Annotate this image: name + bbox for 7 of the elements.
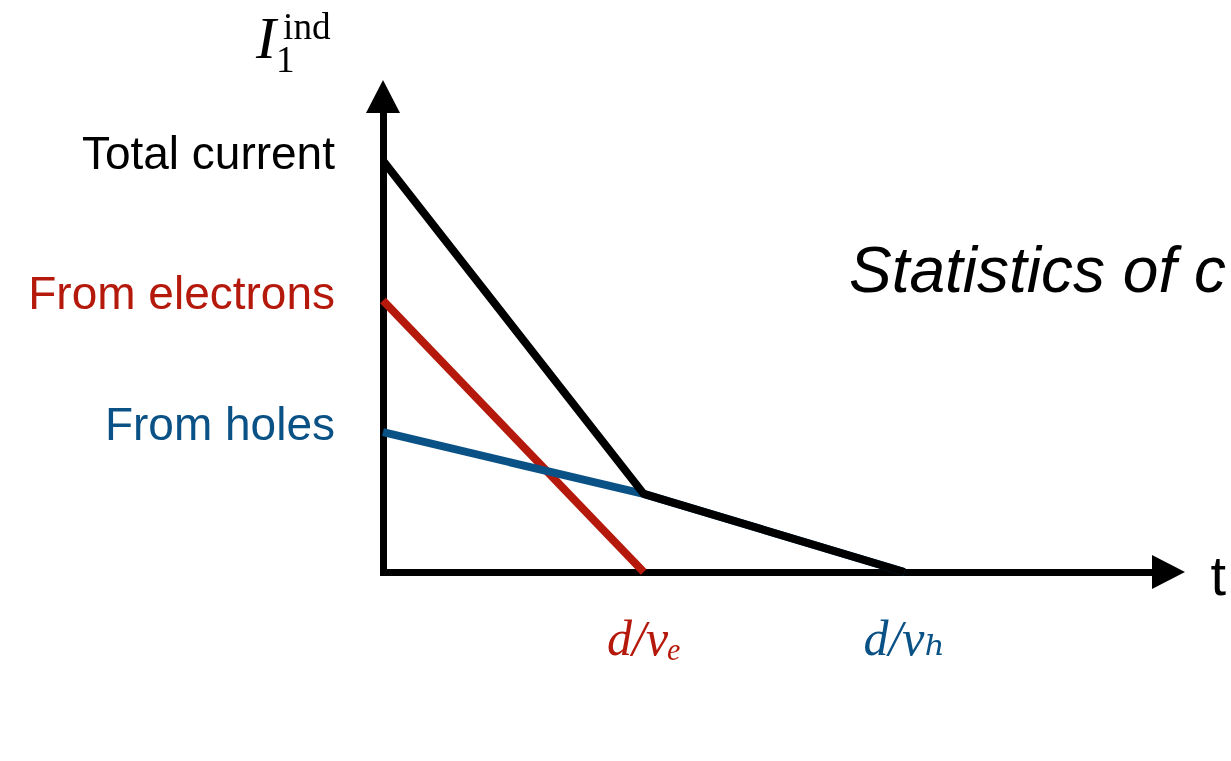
annotation: Statistics of c: [849, 234, 1226, 306]
x-axis-title: t: [1210, 543, 1227, 607]
series-label: From holes: [104, 398, 335, 451]
series-label: From electrons: [28, 266, 335, 319]
x-tick-label: d/vₑ: [607, 609, 682, 666]
x-tick-label: d/vₕ: [863, 609, 947, 666]
series-label: Total current: [81, 126, 336, 179]
